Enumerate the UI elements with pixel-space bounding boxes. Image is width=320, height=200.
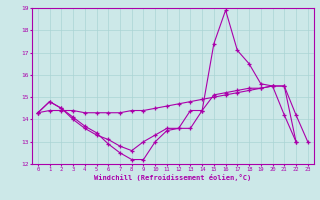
X-axis label: Windchill (Refroidissement éolien,°C): Windchill (Refroidissement éolien,°C) bbox=[94, 174, 252, 181]
